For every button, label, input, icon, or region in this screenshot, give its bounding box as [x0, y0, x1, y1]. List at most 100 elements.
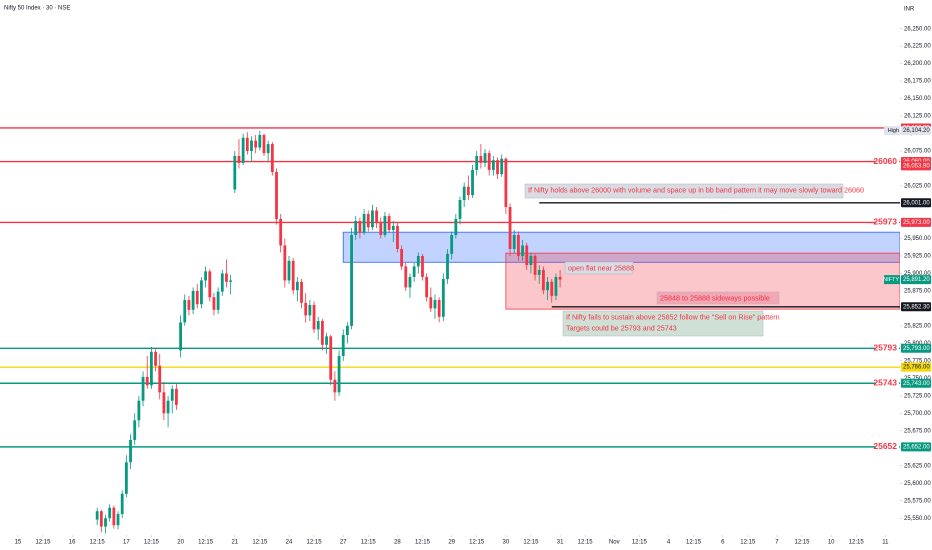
candle-body	[250, 140, 253, 152]
candle-body	[437, 300, 441, 317]
candle-body	[346, 325, 349, 335]
x-tick-label: 12:15	[252, 540, 268, 546]
price-tag-label: 25,852.30	[903, 304, 930, 310]
x-tick-label: 20	[177, 540, 184, 546]
candle-body	[466, 186, 470, 196]
level-label-bg	[876, 155, 899, 167]
y-tick-label: 25,675.00	[904, 428, 931, 434]
candle-body	[258, 134, 262, 148]
candle-body	[245, 137, 249, 152]
annotation-text: Targets could be 25793 and 25743	[566, 323, 677, 332]
candle-body	[483, 153, 487, 163]
candle-body	[366, 214, 370, 228]
x-tick-label: 11	[882, 540, 889, 546]
level-label-bg	[876, 377, 899, 389]
candle-body	[108, 507, 112, 519]
x-tick-label: 7	[775, 540, 779, 546]
level-label-bg	[876, 440, 899, 452]
candle-body	[491, 160, 495, 170]
candle-body	[550, 281, 554, 296]
candle-body	[237, 155, 241, 163]
level-label: 25973	[873, 217, 897, 227]
candle-body	[558, 276, 562, 280]
candle-body	[287, 260, 291, 281]
price-tag-label: 25,973.00	[903, 220, 930, 226]
candle-body	[241, 137, 245, 163]
annotation-box	[562, 310, 764, 337]
level-label: 25793	[873, 343, 897, 353]
candle-body	[229, 280, 233, 282]
candle-body	[350, 234, 353, 326]
x-tick-label: 27	[340, 540, 347, 546]
candle-body	[387, 216, 391, 231]
candle-body	[379, 223, 383, 235]
candle-body	[462, 186, 466, 201]
candle-body	[354, 220, 358, 235]
candle-body	[254, 140, 258, 148]
candle-body	[516, 234, 520, 256]
price-tag	[901, 378, 931, 388]
candle-body	[508, 207, 512, 249]
price-tag-label: 25,743.00	[903, 381, 930, 387]
candle-body	[425, 276, 429, 298]
x-tick-label: 12:15	[307, 540, 323, 546]
x-tick-label: 12:15	[740, 540, 756, 546]
candle-body	[270, 144, 274, 173]
x-tick-label: 24	[286, 540, 293, 546]
price-tag-name: NIFTY	[883, 277, 899, 283]
candle-body	[320, 321, 324, 345]
x-tick-label: 12:15	[361, 540, 377, 546]
candle-body	[504, 158, 508, 208]
candle-body	[204, 271, 208, 281]
candle-body	[279, 218, 283, 246]
x-tick-label: 21	[231, 540, 238, 546]
y-tick-label: 26,250.00	[904, 26, 931, 32]
candle-body	[521, 245, 524, 256]
candle-body	[533, 255, 537, 275]
annotation-box	[564, 261, 634, 275]
candle-body	[129, 439, 132, 463]
x-tick-label: 15	[15, 540, 22, 546]
candle-body	[220, 273, 224, 292]
x-tick-label: 12:15	[35, 540, 51, 546]
candle-body	[546, 281, 549, 291]
candle-body	[175, 388, 178, 405]
candle-body	[216, 291, 220, 310]
candle-body	[529, 255, 533, 266]
candle-body	[291, 260, 295, 291]
candle-body	[308, 304, 312, 316]
candle-body	[191, 290, 195, 310]
price-tag	[901, 442, 931, 452]
candle-body	[312, 304, 316, 330]
y-tick-label: 26,150.00	[904, 96, 931, 102]
candle-body	[433, 300, 437, 309]
candle-body	[429, 297, 433, 309]
level-label: 25743	[873, 377, 897, 387]
annotation-text: 25848 to 25888 sideways possible	[660, 293, 770, 302]
candle-body	[396, 225, 399, 249]
axes: 25,550.00 25,575.00 25,600.00 25,625.00 25,6…	[15, 26, 932, 545]
x-tick-label: 12:15	[415, 540, 431, 546]
price-tag-name: High	[888, 128, 899, 134]
candle-body	[391, 225, 395, 231]
candle-body	[283, 245, 287, 281]
y-tick-label: 25,550.00	[904, 516, 931, 522]
candle-body	[133, 420, 137, 440]
candle-body	[183, 300, 187, 323]
candle-body	[141, 376, 145, 401]
y-tick-label: 25,825.00	[904, 323, 931, 329]
candle-body	[362, 214, 366, 233]
candle-body	[471, 169, 474, 196]
price-tag	[901, 275, 931, 285]
candle-body	[212, 297, 216, 310]
y-tick-label: 25,775.00	[904, 358, 931, 364]
level-label: 26060	[873, 156, 897, 166]
y-tick-label: 26,075.00	[904, 149, 931, 155]
annotation-box	[524, 183, 844, 199]
y-tick-label: 25,725.00	[904, 393, 931, 399]
candle-body	[104, 518, 107, 527]
candle-body	[145, 376, 149, 386]
level-label-bg	[876, 216, 899, 228]
candle-body	[358, 220, 362, 233]
